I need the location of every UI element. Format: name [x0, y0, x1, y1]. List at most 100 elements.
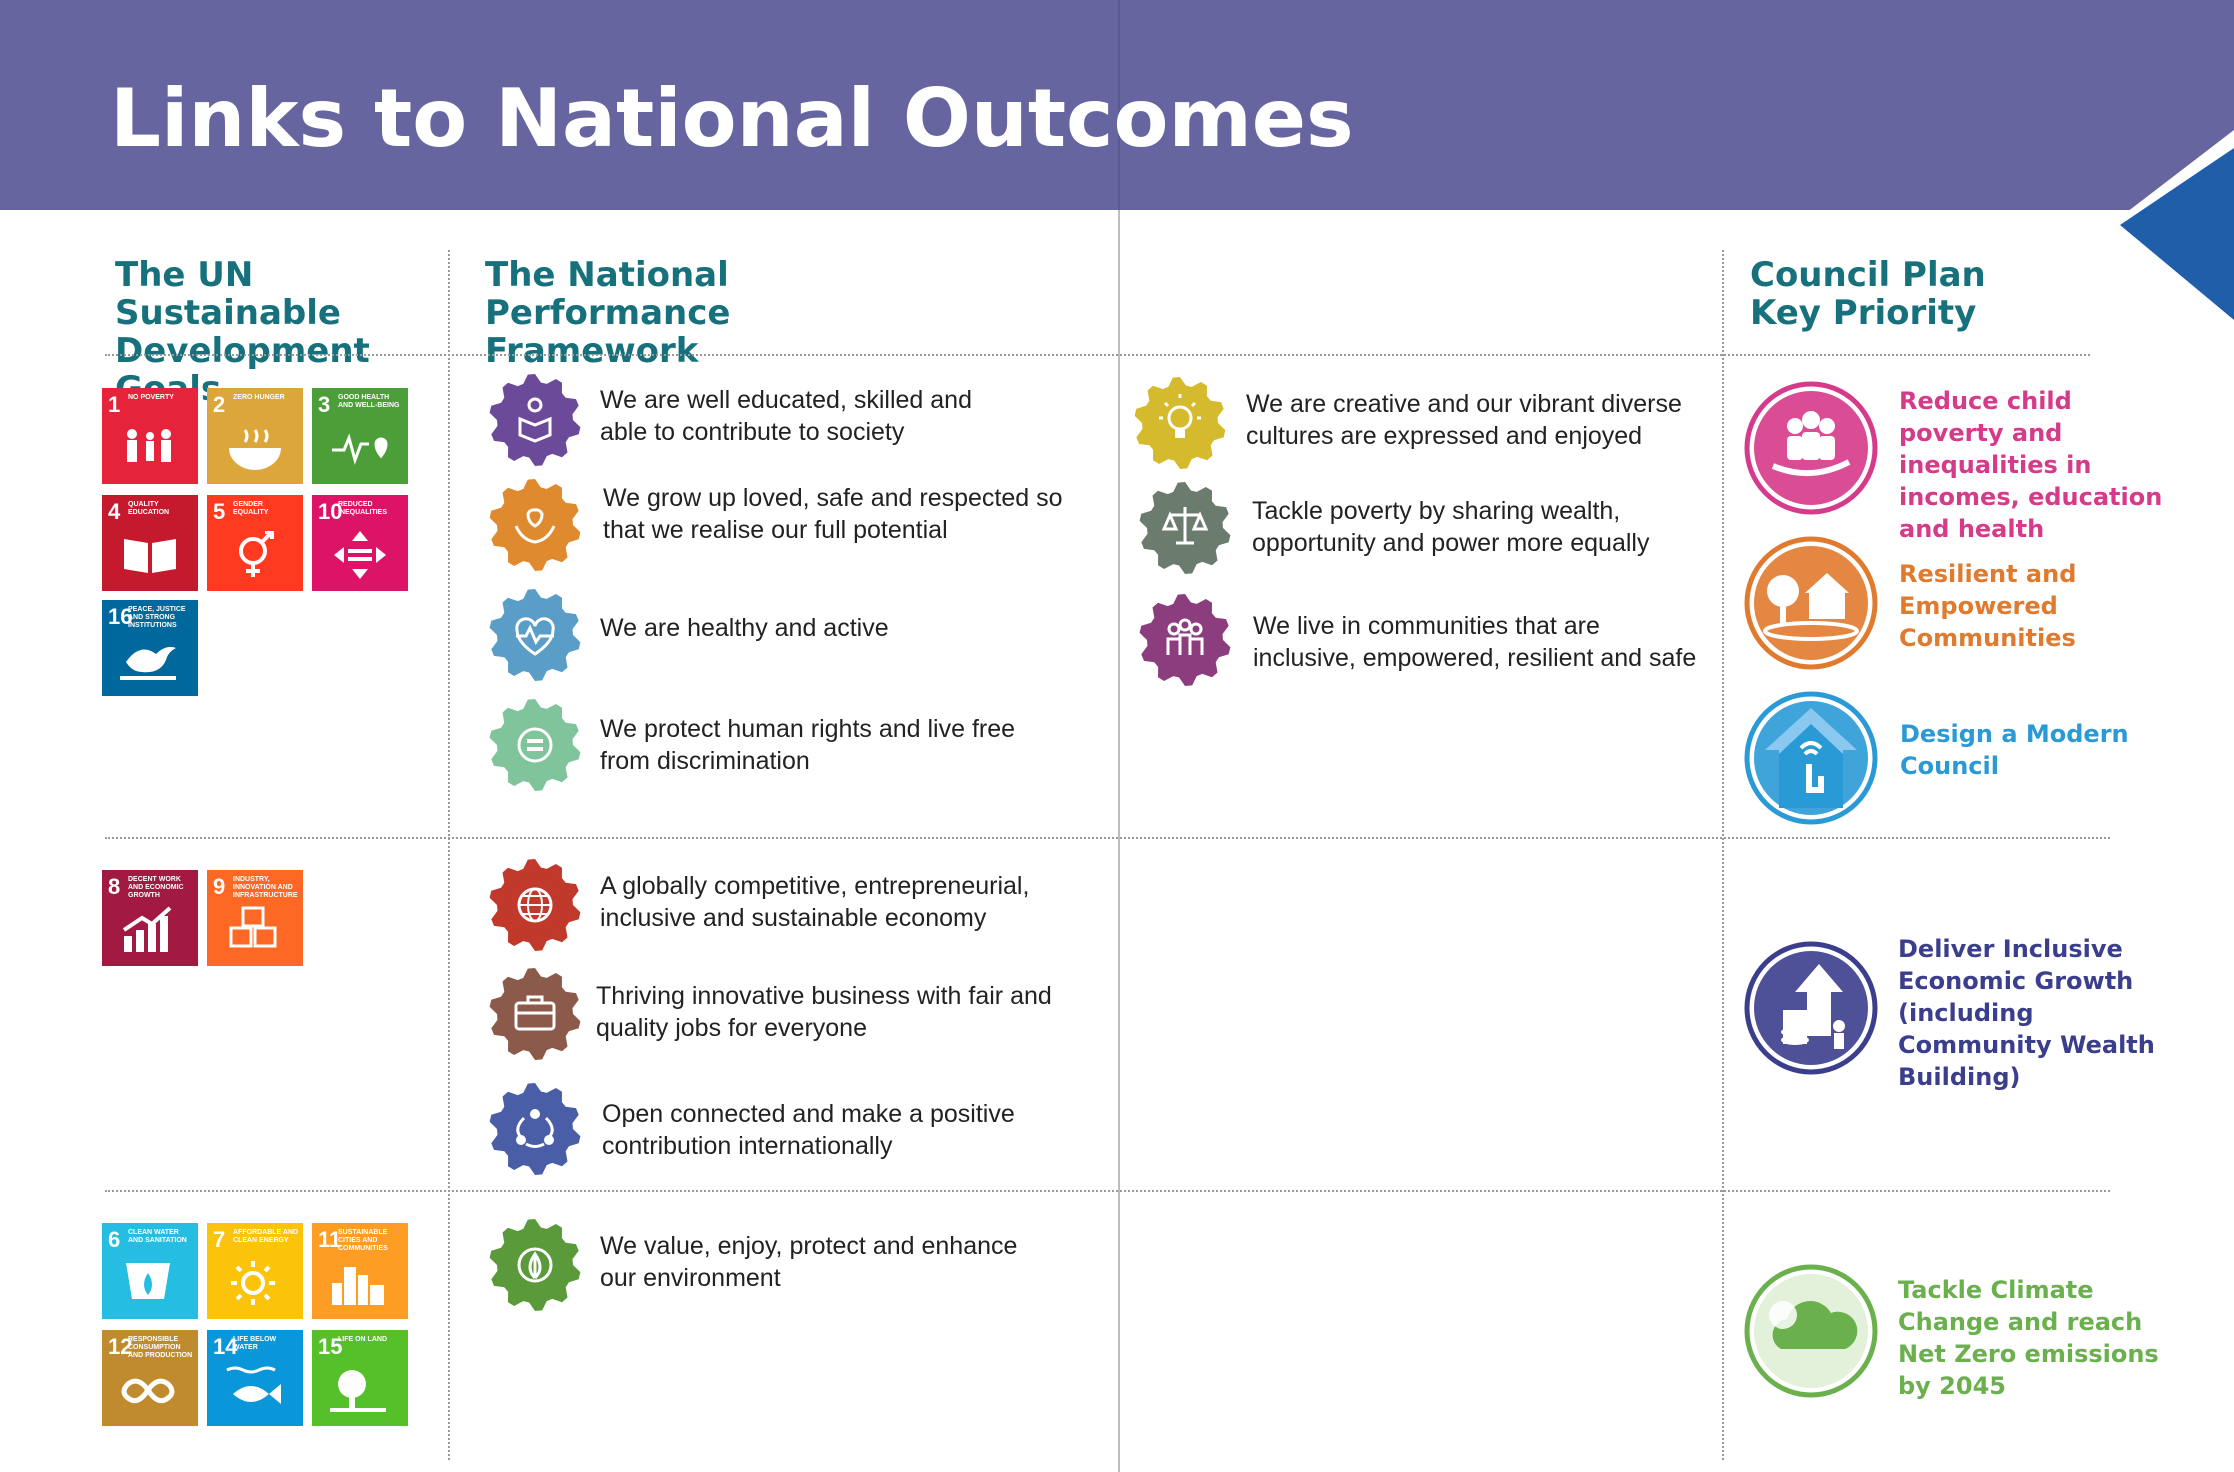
sdg-label: Peace, Justice and Strong Institutions — [128, 606, 186, 629]
sdg-tile-8: 8 Decent Work and Economic Growth — [102, 870, 198, 966]
priority-text: Reduce child poverty and inequalities in… — [1899, 387, 2163, 543]
bowl-icon — [229, 429, 281, 470]
outcome-text: We value, enjoy, protect and enhance our… — [600, 1232, 1018, 1292]
divider-horizontal — [105, 837, 2110, 839]
divider-horizontal — [105, 1190, 2110, 1192]
outcome-gear-briefcase-icon — [489, 968, 581, 1060]
sdg-tile-7: 7 Affordable and Clean Energy — [207, 1223, 303, 1319]
briefcase-icon — [514, 995, 556, 1031]
divider-horizontal — [105, 354, 2090, 356]
sdg-tile-12: 12 Responsible Consumption and Production — [102, 1330, 198, 1426]
equals-icon — [517, 727, 553, 763]
sdg-tile-3: 3 Good Health and Well-Being — [312, 388, 408, 484]
sdg-label: Life on Land — [338, 1336, 387, 1343]
heartbeat-icon — [515, 617, 555, 656]
sdg-tile-5: 5 Gender Equality — [207, 495, 303, 591]
growth-arrow-icon — [1781, 964, 1845, 1049]
priority-text: Design a Modern Council — [1900, 720, 2129, 780]
sdg-label: Good Health and Well-Being — [338, 394, 400, 409]
sdg-label: Reduced Inequalities — [338, 501, 388, 516]
outcome-gear-heart-hands-icon — [489, 479, 581, 571]
family-icon — [127, 429, 171, 462]
priority-text: Resilient and Empowered Communities — [1899, 560, 2077, 652]
outcome-gear-lightbulb-icon — [1134, 377, 1226, 469]
sdg-label: Decent Work and Economic Growth — [128, 876, 184, 899]
gender-icon — [239, 531, 274, 577]
sdg-number: 6 — [108, 1227, 121, 1252]
globe-icon — [517, 887, 553, 923]
npf-header: The National Performance Framework — [485, 255, 731, 371]
sdg-tile-16: 16 Peace, Justice and Strong Institutions — [102, 600, 198, 696]
sdg-label: Zero Hunger — [233, 394, 285, 401]
growth-chart-icon — [122, 906, 172, 952]
outcome-text: We are well educated, skilled and able t… — [600, 386, 972, 446]
corner-arrow-shape — [2110, 130, 2234, 320]
cubes-icon — [229, 906, 277, 948]
sdg-number: 9 — [213, 874, 226, 899]
divider-vertical — [1118, 210, 1120, 1472]
sdg-number: 10 — [318, 499, 343, 524]
sdg-number: 12 — [108, 1334, 133, 1359]
sdg-label: Clean Water and Sanitation — [128, 1229, 187, 1244]
sdg-number: 8 — [108, 874, 121, 899]
outcome-text: We are creative and our vibrant diverse … — [1246, 390, 1682, 450]
infinity-icon — [121, 1378, 175, 1404]
outcome-text: We grow up loved, safe and respected so … — [603, 484, 1063, 544]
divider-vertical — [448, 250, 450, 1460]
digital-touch-icon — [1765, 708, 1857, 808]
priority-badge-growth-arrow-icon — [1744, 941, 1878, 1075]
outcome-gear-network-icon — [489, 1083, 581, 1175]
outcome-text: We live in communities that are inclusiv… — [1253, 612, 1697, 672]
sdg-label: Responsible Consumption and Production — [128, 1336, 193, 1359]
priority-badge-houses-icon — [1744, 536, 1878, 670]
dove-icon — [120, 646, 176, 680]
sdg-tile-10: 10 Reduced Inequalities — [312, 495, 408, 591]
priority-badge-digital-touch-icon — [1744, 691, 1878, 825]
divider-vertical — [1722, 250, 1724, 1460]
family-hand-icon — [1771, 411, 1851, 477]
outcome-text: Open connected and make a positive contr… — [602, 1100, 1015, 1160]
priority-text: Tackle Climate Change and reach Net Zero… — [1898, 1276, 2159, 1400]
heart-hands-icon — [514, 508, 556, 544]
water-drop-icon — [126, 1263, 170, 1299]
title-banner — [0, 0, 2234, 210]
outcome-gear-equals-icon — [489, 699, 581, 791]
outcome-gear-leaf-icon — [489, 1219, 581, 1311]
leaf-icon — [517, 1247, 553, 1283]
reading-person-icon — [518, 397, 552, 443]
council-header: Council Plan Key Priority — [1750, 255, 1986, 333]
sdg-tile-6: 6 Clean Water and Sanitation — [102, 1223, 198, 1319]
sdg-tile-4: 4 Quality Education — [102, 495, 198, 591]
fish-icon — [226, 1366, 281, 1404]
sdg-label: Industry, Innovation and Infrastructure — [233, 876, 298, 899]
tree-icon — [330, 1370, 386, 1412]
sdg-tile-1: 1 No Poverty — [102, 388, 198, 484]
outcome-text: Thriving innovative business with fair a… — [596, 982, 1052, 1042]
sdg-label: Gender Equality — [233, 501, 269, 516]
outcome-text: Tackle poverty by sharing wealth, opport… — [1252, 497, 1650, 557]
sdg-tile-11: 11 Sustainable Cities and Communities — [312, 1223, 408, 1319]
city-icon — [332, 1267, 384, 1305]
outcome-text: We protect human rights and live free fr… — [600, 715, 1016, 775]
network-icon — [516, 1109, 554, 1148]
sdg-number: 11 — [318, 1227, 342, 1252]
scales-icon — [1161, 507, 1209, 545]
sdg-label: Life Below Water — [233, 1336, 277, 1351]
heartbeat-icon — [332, 433, 388, 465]
outcome-text: A globally competitive, entrepreneurial,… — [600, 872, 1030, 932]
sdg-number: 7 — [213, 1227, 226, 1252]
sdg-label: No Poverty — [128, 394, 174, 401]
priority-badge-family-hand-icon — [1744, 381, 1878, 515]
sdg-tile-9: 9 Industry, Innovation and Infrastructure — [207, 870, 303, 966]
people-group-icon — [1166, 618, 1204, 655]
outcome-gear-heartbeat-icon — [489, 589, 581, 681]
banner-divider — [1118, 0, 1120, 210]
priority-text: Deliver Inclusive Economic Growth (inclu… — [1898, 935, 2155, 1091]
sdg-tile-2: 2 Zero Hunger — [207, 388, 303, 484]
sdg-number: 1 — [108, 392, 121, 417]
sdg-number: 15 — [318, 1334, 343, 1359]
sun-icon — [231, 1261, 275, 1305]
sdg-number: 16 — [108, 604, 133, 629]
sdg-label: Affordable and Clean Energy — [233, 1229, 299, 1244]
